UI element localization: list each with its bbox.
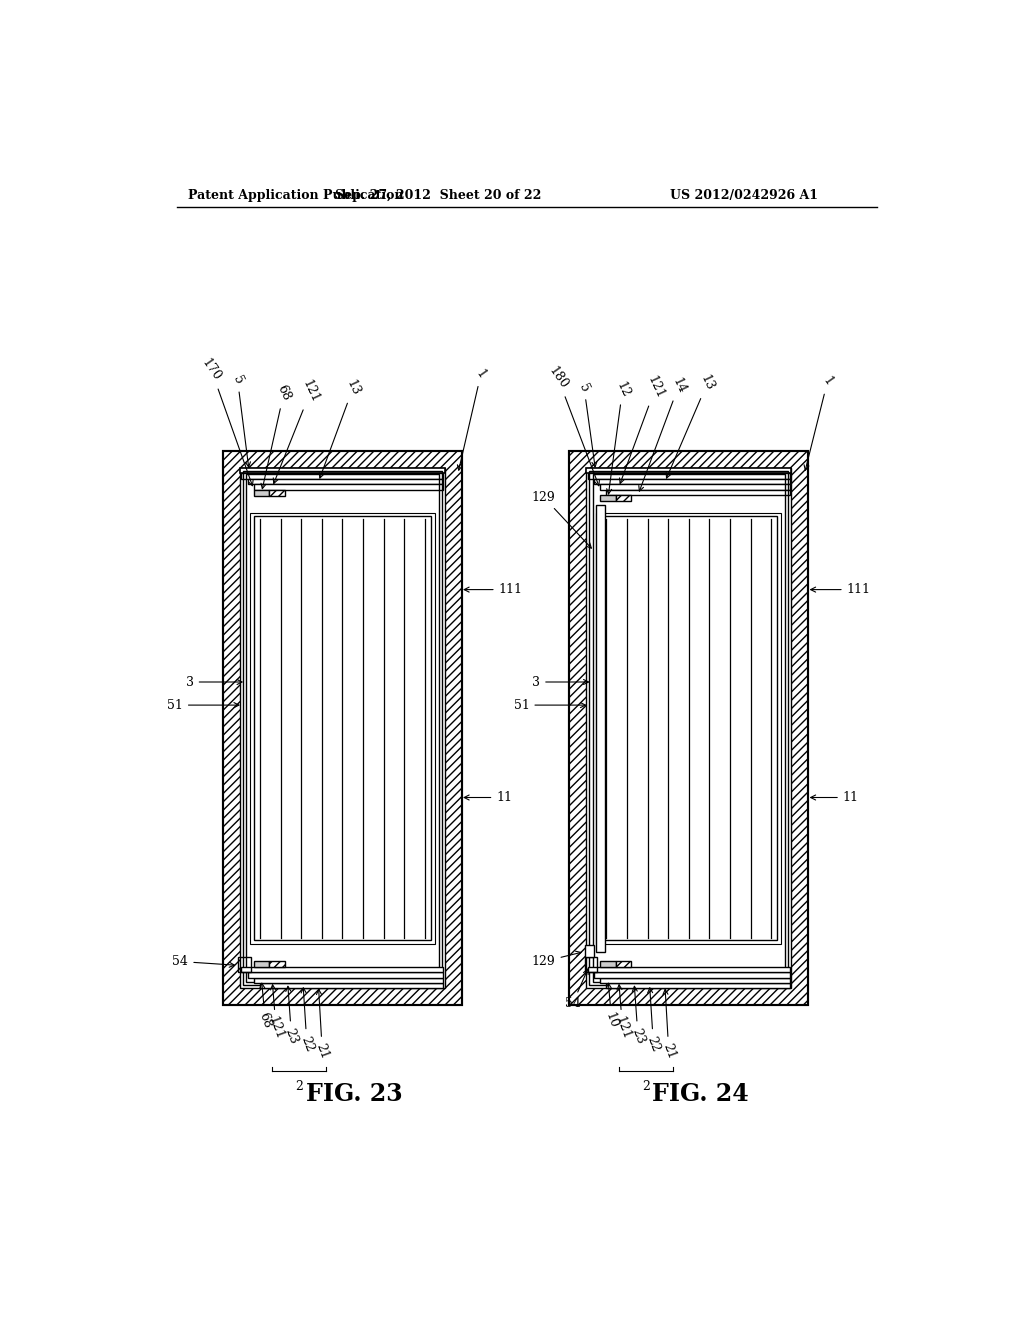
Text: Patent Application Publication: Patent Application Publication (188, 189, 403, 202)
Bar (606, 983, 790, 989)
Text: 1: 1 (458, 367, 488, 470)
Text: 68: 68 (261, 383, 293, 488)
Bar (240, 469, 444, 989)
Bar (254, 484, 443, 490)
Text: 23: 23 (629, 986, 647, 1045)
Text: 180: 180 (546, 364, 599, 486)
Bar (600, 961, 615, 966)
Text: 51: 51 (514, 698, 586, 711)
Bar (248, 479, 443, 484)
Bar (588, 968, 790, 973)
Bar (254, 978, 443, 983)
Bar (250, 512, 435, 944)
Bar (588, 474, 790, 479)
Text: 5: 5 (230, 374, 251, 467)
Bar (594, 973, 790, 978)
Bar (242, 474, 443, 479)
Text: FIG. 24: FIG. 24 (652, 1082, 749, 1106)
Text: 13: 13 (319, 378, 362, 478)
Bar (615, 961, 631, 966)
Bar (223, 451, 462, 1006)
Text: 2: 2 (295, 1080, 303, 1093)
Text: 2: 2 (642, 1080, 649, 1093)
Text: 129: 129 (531, 952, 581, 968)
Text: 22: 22 (298, 987, 315, 1053)
Bar (600, 516, 777, 940)
Text: 111: 111 (464, 583, 522, 597)
Bar (600, 484, 790, 490)
Text: 21: 21 (659, 990, 678, 1061)
Text: 11: 11 (811, 791, 859, 804)
Text: 121: 121 (266, 985, 287, 1041)
Bar (585, 957, 597, 973)
Bar (587, 469, 792, 989)
Text: 5: 5 (577, 381, 597, 467)
Text: 111: 111 (811, 583, 870, 597)
Bar (223, 451, 462, 1006)
Text: 129: 129 (531, 491, 591, 548)
Bar (600, 495, 615, 502)
Bar (600, 978, 790, 983)
Bar (569, 451, 808, 1006)
Text: 170: 170 (200, 356, 253, 486)
Bar (254, 516, 431, 940)
Bar (615, 495, 631, 502)
Bar (254, 490, 269, 496)
Bar (242, 968, 443, 973)
Text: 21: 21 (313, 990, 331, 1061)
Bar (260, 983, 443, 989)
Bar (585, 945, 594, 957)
Bar (593, 474, 785, 982)
Text: 3: 3 (532, 676, 589, 689)
Bar (246, 474, 438, 982)
Text: US 2012/0242926 A1: US 2012/0242926 A1 (670, 189, 817, 202)
Text: 3: 3 (185, 676, 242, 689)
Text: 23: 23 (283, 986, 300, 1045)
Bar (269, 490, 285, 496)
Bar (596, 506, 605, 952)
Text: 121: 121 (612, 985, 633, 1041)
Text: 22: 22 (644, 987, 663, 1053)
Text: 54: 54 (564, 969, 588, 1010)
Text: 54: 54 (172, 954, 234, 968)
Text: 121: 121 (620, 374, 667, 483)
Bar (269, 961, 285, 966)
Text: 51: 51 (167, 698, 239, 711)
Bar (606, 490, 790, 495)
Bar (239, 957, 251, 973)
Bar (587, 469, 792, 474)
Text: Sep. 27, 2012  Sheet 20 of 22: Sep. 27, 2012 Sheet 20 of 22 (336, 189, 542, 202)
Bar (243, 471, 441, 985)
Text: 10: 10 (603, 983, 621, 1031)
Text: 13: 13 (667, 374, 717, 478)
Text: 14: 14 (639, 376, 688, 491)
Bar (594, 479, 790, 484)
Text: FIG. 23: FIG. 23 (305, 1082, 402, 1106)
Text: 68: 68 (256, 983, 274, 1031)
Bar (254, 961, 269, 966)
Text: 12: 12 (606, 379, 632, 494)
Bar (248, 973, 443, 978)
Bar (596, 512, 781, 944)
Bar (590, 471, 788, 985)
Text: 121: 121 (273, 378, 322, 483)
Text: 1: 1 (804, 375, 835, 470)
Bar (569, 451, 808, 1006)
Bar (240, 469, 444, 474)
Text: 11: 11 (464, 791, 512, 804)
